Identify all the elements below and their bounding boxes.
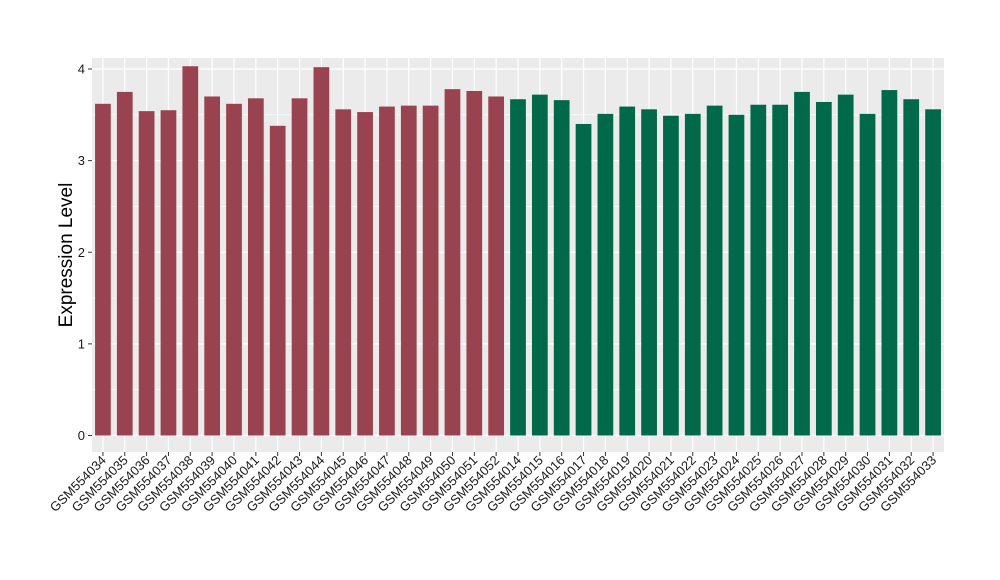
bar-GSM554016 [553,100,570,436]
bar-GSM554050 [444,89,461,436]
bar-GSM554028 [815,101,832,436]
bar-GSM554045 [335,109,352,436]
bar-GSM554015 [531,94,548,436]
y-tick-label: 0 [78,428,85,443]
bar-GSM554018 [597,113,614,436]
bar-GSM554034 [95,103,111,436]
bar-GSM554043 [291,98,308,436]
bar-GSM554021 [663,115,679,436]
bar-GSM554046 [357,112,373,436]
bar-GSM554044 [313,67,330,436]
bar-GSM554042 [269,125,286,436]
bar-GSM554051 [466,90,483,436]
bar-GSM554020 [641,109,657,436]
bar-GSM554032 [903,99,920,436]
bar-GSM554019 [619,106,636,436]
y-tick-label: 1 [78,336,85,351]
y-tick-label: 3 [78,153,85,168]
bar-GSM554047 [379,106,395,436]
bar-GSM554017 [575,123,592,436]
y-tick-label: 4 [78,61,85,76]
bar-GSM554025 [750,104,767,436]
bar-GSM554041 [247,98,264,436]
bar-GSM554024 [728,114,745,436]
bar-GSM554023 [706,105,723,436]
bar-GSM554022 [684,113,701,436]
bar-GSM554027 [794,91,810,436]
x-axis: GSM554034GSM554035GSM554036GSM554037GSM5… [47,452,939,515]
y-axis: 0 1 2 3 4 [78,61,92,443]
bar-GSM554048 [400,105,417,436]
bar-GSM554014 [510,99,526,436]
bar-GSM554031 [881,90,898,436]
bar-GSM554030 [859,113,876,436]
bar-GSM554033 [925,109,941,436]
y-tick-label: 2 [78,245,85,260]
bars [95,66,941,436]
bar-GSM554037 [160,110,177,436]
y-axis-title: Expression Level [56,183,77,328]
bar-GSM554029 [837,94,854,436]
bar-GSM554052 [488,96,505,436]
bar-GSM554039 [204,96,221,436]
bar-GSM554036 [138,111,155,436]
bar-GSM554040 [226,103,242,436]
bar-GSM554026 [772,104,789,436]
bar-GSM554035 [116,91,133,436]
bar-GSM554038 [182,66,199,436]
bar-GSM554049 [422,105,439,436]
